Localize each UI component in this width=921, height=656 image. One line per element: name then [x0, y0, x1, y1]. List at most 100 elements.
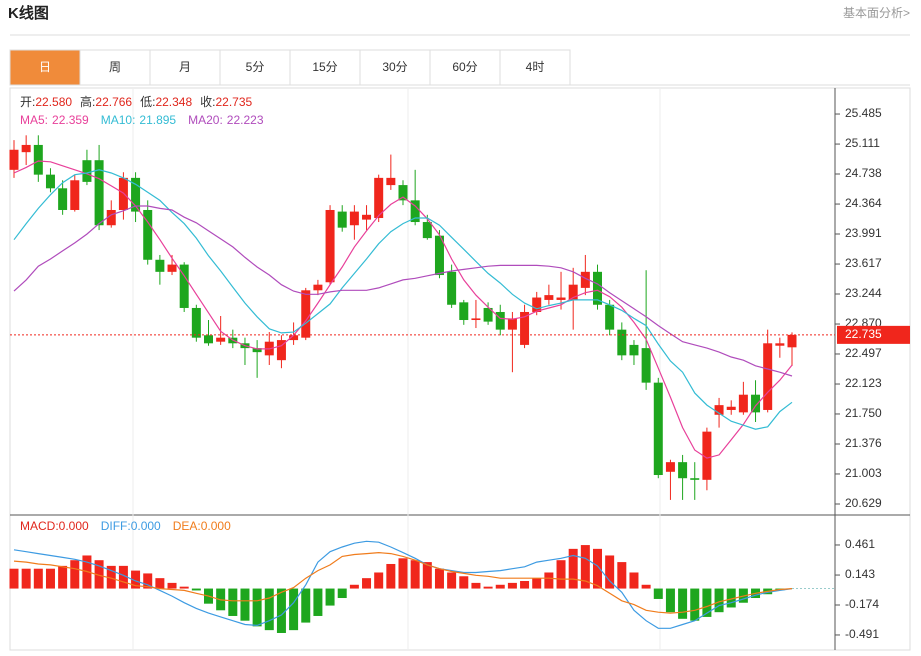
- tab[interactable]: [429, 49, 501, 86]
- candle-body: [398, 185, 408, 201]
- macd-bar: [191, 588, 201, 591]
- candle-body: [507, 318, 517, 330]
- y-tick-label: 24.364: [845, 196, 882, 210]
- tab-label[interactable]: 月: [179, 60, 191, 74]
- candle-body: [751, 394, 761, 413]
- legend-name: MA5:: [20, 113, 48, 127]
- candle-body: [653, 382, 663, 476]
- candle-body: [410, 200, 420, 223]
- tab[interactable]: [499, 49, 571, 86]
- candle-body: [155, 259, 165, 272]
- candle-body: [106, 209, 116, 226]
- macd-bar: [483, 586, 493, 589]
- tab-label[interactable]: 4时: [526, 60, 545, 74]
- macd-bar: [507, 582, 517, 589]
- y-tick-label: 24.738: [845, 166, 882, 180]
- macd-bar: [337, 588, 347, 599]
- ohlc-value: 22.766: [95, 95, 132, 109]
- candle-body: [9, 149, 19, 170]
- macd-bar: [629, 572, 639, 589]
- y-tick-label: 23.244: [845, 286, 882, 300]
- legend-name: DEA:: [173, 519, 201, 533]
- tab[interactable]: [359, 49, 431, 86]
- legend-name: MACD:: [20, 519, 59, 533]
- tab[interactable]: [219, 49, 291, 86]
- macd-bar: [301, 588, 311, 623]
- last-price-label: 22.735: [845, 327, 882, 341]
- macd-bar: [143, 573, 153, 589]
- fundamental-link[interactable]: 基本面分析>: [843, 6, 910, 20]
- ohlc-label: 低:: [140, 95, 155, 109]
- ohlc-legend: 开:22.580 高:22.766 低:22.348 收:22.735: [20, 94, 253, 109]
- tab[interactable]: [149, 49, 221, 86]
- ohlc-label: 高:: [80, 94, 95, 109]
- macd-bar: [714, 588, 724, 613]
- candle-body: [605, 304, 615, 330]
- y-tick-label: 0.461: [845, 537, 875, 551]
- candle-body: [787, 334, 797, 348]
- tab-label[interactable]: 5分: [246, 60, 265, 74]
- legend-value: 22.223: [227, 113, 264, 127]
- candle-body: [459, 302, 469, 321]
- macd-bar: [33, 568, 43, 589]
- y-tick-label: 0.143: [845, 567, 875, 581]
- candle-body: [714, 405, 724, 415]
- macd-bar: [495, 584, 505, 589]
- candle-body: [143, 209, 153, 260]
- candle-body: [556, 297, 566, 300]
- macd-bar: [386, 563, 396, 589]
- candle-body: [167, 264, 177, 272]
- tab-label[interactable]: 日: [39, 60, 51, 74]
- macd-bar: [471, 582, 481, 589]
- candle-body: [593, 271, 602, 305]
- tab-label[interactable]: 周: [109, 60, 121, 74]
- candle-body: [131, 177, 141, 212]
- macd-bar: [155, 578, 165, 589]
- legend-value: 0.000: [59, 519, 89, 533]
- legend-name: DIFF:: [101, 519, 131, 533]
- y-tick-label: 23.991: [845, 226, 882, 240]
- candle-body: [471, 318, 481, 321]
- tab-label[interactable]: 60分: [452, 60, 477, 74]
- candle-body: [289, 335, 299, 341]
- candle-body: [532, 297, 542, 312]
- candle-body: [216, 337, 226, 342]
- candle-body: [362, 214, 372, 220]
- candle-body: [276, 340, 286, 361]
- macd-bar: [106, 565, 116, 589]
- legend-name: MA10:: [101, 113, 136, 127]
- macd-bar: [447, 572, 457, 589]
- candle-body: [617, 329, 627, 356]
- candle-body: [252, 348, 262, 353]
- macd-bar: [726, 588, 736, 608]
- candle-body: [337, 211, 347, 228]
- tab[interactable]: [9, 49, 81, 86]
- macd-bar: [568, 548, 578, 589]
- tab[interactable]: [79, 49, 151, 86]
- macd-bar: [264, 588, 274, 631]
- macd-bar: [58, 565, 68, 589]
- tab-bar: 日 周 月 5分 15分 30分 60分 4时: [9, 49, 571, 86]
- tab-label[interactable]: 30分: [382, 60, 407, 74]
- y-tick-label: -0.174: [845, 597, 879, 611]
- candle-body: [665, 462, 675, 472]
- macd-bar: [45, 568, 55, 589]
- candle-body: [483, 307, 493, 322]
- last-price-box: [837, 325, 910, 344]
- candle-body: [58, 188, 68, 210]
- candle-body: [70, 180, 80, 210]
- tab-label[interactable]: 15分: [312, 60, 337, 74]
- candle-body: [629, 344, 639, 356]
- candle-body: [386, 177, 396, 186]
- candle-body: [738, 394, 748, 413]
- macd-bar: [653, 588, 663, 599]
- macd-bar: [556, 560, 566, 589]
- macd-bar: [349, 584, 359, 589]
- legend-value: 21.895: [139, 113, 176, 127]
- macd-bar: [252, 588, 262, 627]
- candle-body: [422, 222, 432, 239]
- macd-bar: [70, 560, 80, 589]
- macd-bar: [532, 578, 542, 589]
- y-tick-label: 25.111: [845, 136, 880, 150]
- macd-bar: [362, 578, 372, 589]
